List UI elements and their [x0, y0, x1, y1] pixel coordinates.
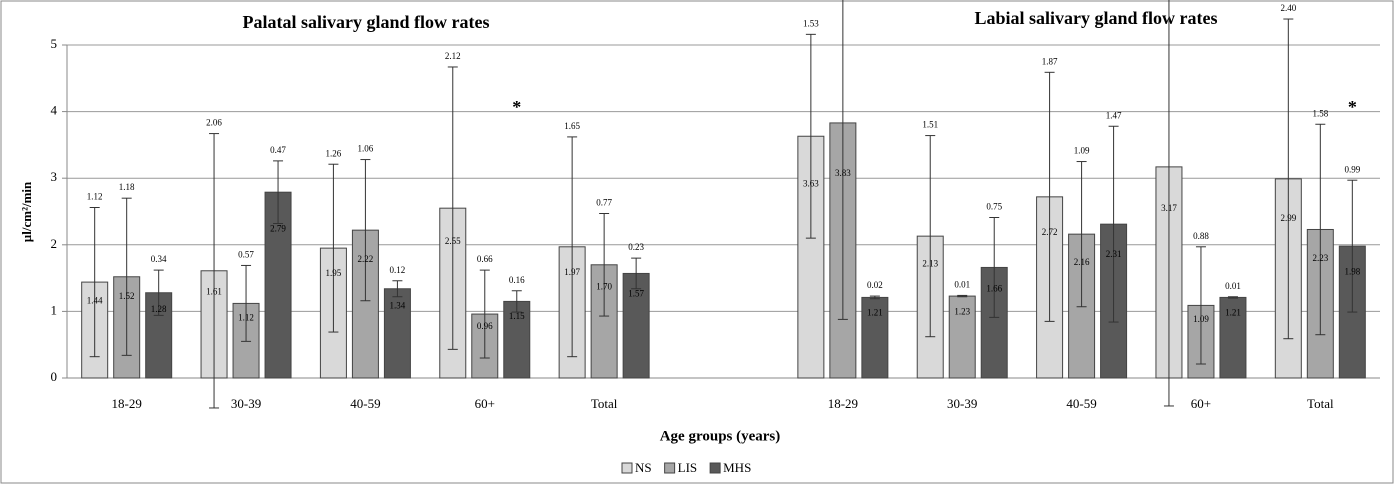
error-label: 0.34 [151, 254, 167, 264]
bar [948, 295, 976, 379]
value-label: 3.17 [1161, 203, 1177, 213]
error-label: 2.06 [206, 118, 222, 128]
error-label: 1.09 [1074, 146, 1090, 156]
value-label: 1.12 [238, 312, 254, 322]
value-label: 1.61 [206, 286, 222, 296]
value-label: 0.96 [477, 321, 493, 331]
error-label: 0.99 [1344, 164, 1360, 174]
value-label: 1.44 [87, 295, 103, 305]
legend-label: MHS [723, 460, 751, 475]
value-label: 1.15 [509, 311, 525, 321]
value-label: 2.16 [1074, 257, 1090, 267]
error-label: 1.53 [803, 18, 819, 28]
x-tick-label: 18-29 [112, 396, 142, 411]
value-label: 1.21 [1225, 308, 1241, 318]
value-label: 2.22 [358, 254, 374, 264]
chart-title: Palatal salivary gland flow rates [243, 12, 490, 32]
bar [1219, 296, 1247, 379]
value-label: 3.83 [835, 168, 851, 178]
error-label: 0.01 [1225, 281, 1241, 291]
value-label: 2.79 [270, 223, 286, 233]
value-label: 2.72 [1042, 227, 1058, 237]
legend-label: NS [635, 460, 652, 475]
error-label: 1.12 [87, 192, 103, 202]
x-tick-label: 60+ [475, 396, 495, 411]
bar [622, 272, 650, 379]
bar [383, 288, 411, 379]
error-label: 1.65 [564, 121, 580, 131]
y-tick-label: 5 [51, 36, 58, 51]
error-label: 0.12 [390, 265, 406, 275]
error-label: 1.47 [1106, 110, 1122, 120]
error-label: 0.77 [596, 198, 612, 208]
error-label: 0.66 [477, 254, 493, 264]
value-label: 1.34 [390, 301, 406, 311]
x-tick-label: 30-39 [947, 396, 977, 411]
x-tick-label: 40-59 [1066, 396, 1096, 411]
value-label: 2.23 [1312, 253, 1328, 263]
annotation: * [1348, 97, 1357, 117]
error-label: 0.01 [954, 279, 970, 289]
value-label: 2.13 [922, 259, 938, 269]
legend-label: LIS [678, 460, 698, 475]
value-label: 1.66 [986, 284, 1002, 294]
error-label: 0.02 [867, 280, 883, 290]
value-label: 2.31 [1106, 249, 1122, 259]
value-label: 1.09 [1193, 314, 1209, 324]
value-label: 3.63 [803, 179, 819, 189]
bar [503, 300, 531, 379]
value-label: 1.98 [1344, 267, 1360, 277]
value-label: 1.95 [326, 268, 342, 278]
x-tick-label: 18-29 [828, 396, 858, 411]
error-label: 0.88 [1193, 231, 1209, 241]
error-label: 0.57 [238, 250, 254, 260]
value-label: 1.23 [954, 307, 970, 317]
error-label: 0.16 [509, 275, 525, 285]
value-label: 1.52 [119, 291, 135, 301]
error-label: 1.58 [1312, 108, 1328, 118]
x-tick-label: Total [591, 396, 618, 411]
x-tick-label: 30-39 [231, 396, 261, 411]
value-label: 1.57 [628, 288, 644, 298]
y-tick-label: 3 [51, 169, 58, 184]
x-axis-label: Age groups (years) [660, 428, 781, 444]
annotation: * [512, 97, 521, 117]
legend-swatch [621, 462, 633, 474]
value-label: 1.97 [564, 267, 580, 277]
error-label: 1.26 [326, 148, 342, 158]
x-tick-label: 60+ [1191, 396, 1211, 411]
y-axis-label: µl/cm²/min [19, 181, 34, 242]
value-label: 1.28 [151, 304, 167, 314]
error-label: 1.87 [1042, 56, 1058, 66]
chart-title: Labial salivary gland flow rates [974, 8, 1217, 28]
error-label: 2.40 [1280, 3, 1296, 13]
legend-swatch [709, 462, 721, 474]
error-label: 0.47 [270, 145, 286, 155]
x-tick-label: 40-59 [350, 396, 380, 411]
y-tick-label: 1 [51, 302, 58, 317]
value-label: 1.21 [867, 308, 883, 318]
error-label: 1.06 [358, 144, 374, 154]
error-label: 0.23 [628, 242, 644, 252]
bar [861, 296, 889, 379]
y-tick-label: 2 [51, 236, 58, 251]
value-label: 1.70 [596, 281, 612, 291]
value-label: 2.55 [445, 236, 461, 246]
value-label: 2.99 [1280, 213, 1296, 223]
y-tick-label: 4 [51, 103, 58, 118]
error-label: 1.18 [119, 182, 135, 192]
error-label: 2.12 [445, 51, 461, 61]
x-tick-label: Total [1307, 396, 1334, 411]
legend-swatch [664, 462, 676, 474]
error-label: 1.51 [922, 120, 938, 130]
y-tick-label: 0 [51, 369, 58, 384]
error-label: 0.75 [986, 202, 1002, 212]
